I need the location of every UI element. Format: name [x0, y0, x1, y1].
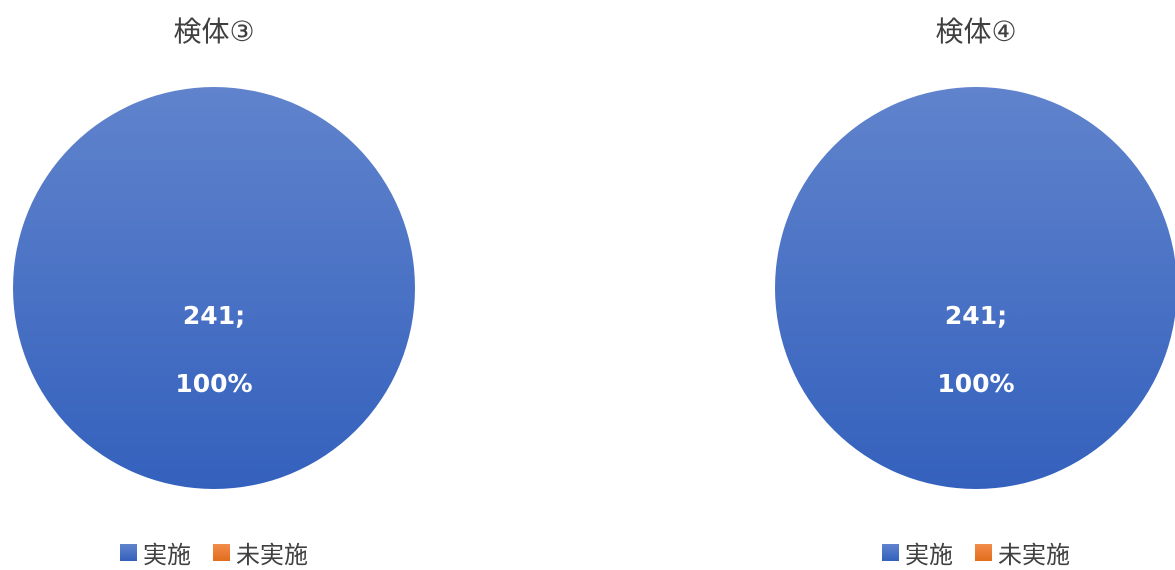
pie-slice-implemented	[775, 87, 1175, 489]
chart-title: 検体③	[173, 15, 255, 48]
legend-swatch-not-implemented	[213, 544, 230, 561]
pie-chart: 241; 100%	[13, 87, 415, 489]
data-label-value: 241;	[183, 301, 245, 330]
chart-title: 検体④	[935, 15, 1017, 48]
data-label-percent: 100%	[175, 369, 252, 398]
legend-swatch-not-implemented	[975, 544, 992, 561]
legend: 実施 未実施	[766, 535, 1175, 570]
legend-label: 実施	[905, 541, 953, 569]
pie-chart-panel-2: 検体④ 241; 100% 実施 未実施	[766, 0, 1175, 569]
data-label-percent: 100%	[937, 369, 1014, 398]
legend: 実施 未実施	[4, 535, 424, 570]
legend-label: 未実施	[236, 541, 308, 569]
legend-swatch-implemented	[882, 544, 899, 561]
legend-swatch-implemented	[120, 544, 137, 561]
pie-chart: 241; 100%	[775, 87, 1175, 489]
legend-item-implemented: 実施	[882, 535, 953, 570]
pie-chart-panel-1: 検体③ 241; 100% 実施 未実施	[4, 0, 424, 569]
legend-label: 実施	[143, 541, 191, 569]
legend-item-not-implemented: 未実施	[213, 535, 308, 570]
data-label-value: 241;	[945, 301, 1007, 330]
legend-label: 未実施	[998, 541, 1070, 569]
pie-slice-implemented	[13, 87, 415, 489]
legend-item-implemented: 実施	[120, 535, 191, 570]
legend-item-not-implemented: 未実施	[975, 535, 1070, 570]
